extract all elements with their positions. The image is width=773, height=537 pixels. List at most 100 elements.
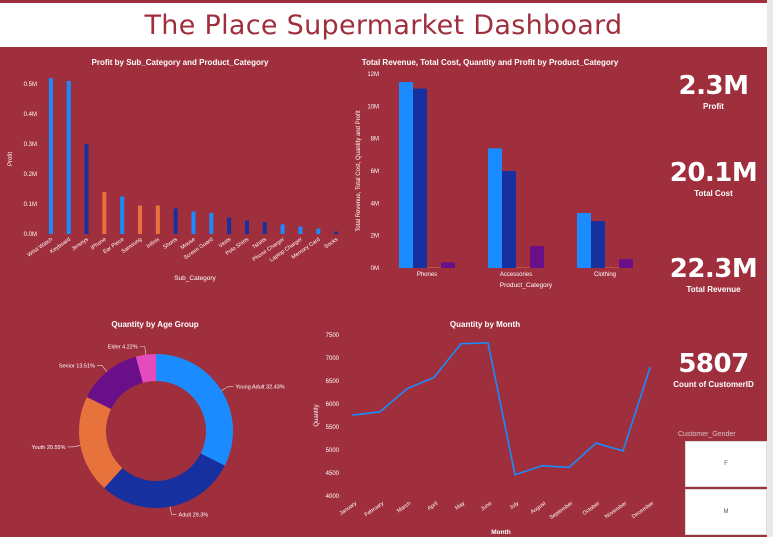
x-tick-label: Accessories xyxy=(500,272,532,278)
leader-line xyxy=(67,445,81,448)
y-tick-label: 12M xyxy=(367,72,379,78)
totals-bar xyxy=(577,213,591,268)
y-axis-label: Profit xyxy=(8,152,14,166)
x-tick-label: May xyxy=(454,501,466,512)
y-tick-label: 0.0M xyxy=(24,232,37,238)
totals-bar xyxy=(488,148,502,268)
donut-slice xyxy=(79,397,123,489)
x-tick-label: September xyxy=(549,501,575,521)
line-point xyxy=(622,450,624,452)
leader-line xyxy=(169,506,177,515)
y-tick-label: 7500 xyxy=(326,333,340,339)
profit-chart-title: Profit by Sub_Category and Product_Categ… xyxy=(91,58,269,67)
x-tick-label: Wrist Watch xyxy=(27,237,54,259)
line-point xyxy=(487,342,489,344)
x-tick-label: Jerseys xyxy=(71,237,90,253)
slicer-option-f[interactable]: F xyxy=(685,441,767,487)
x-tick-label: April xyxy=(427,501,439,512)
quantity-by-month-chart: 4000 4500 5000 5500 6000 6500 7000 7500 January F… xyxy=(314,333,655,536)
line-point xyxy=(460,342,462,345)
y-tick-label: 2M xyxy=(371,234,379,240)
slice-label: Adult 29.3% xyxy=(179,513,209,519)
profit-bar xyxy=(102,192,107,234)
totals-bar xyxy=(605,267,619,268)
profit-bar xyxy=(138,205,143,234)
profit-bar xyxy=(298,226,303,234)
totals-by-category-chart: 0M 2M 4M 6M 8M 10M 12M Phones Accessories Clothin… xyxy=(356,72,633,289)
x-tick-label: October xyxy=(582,501,602,517)
slice-label: Senior 13.51% xyxy=(59,363,95,369)
y-tick-label: 5000 xyxy=(326,448,340,454)
kpi-customer-count: 5807 Count of CustomerID xyxy=(660,350,767,389)
line-point xyxy=(541,464,543,467)
kpi-total-cost-label: Total Cost xyxy=(694,189,733,198)
line-point xyxy=(406,388,408,390)
page-title: The Place Supermarket Dashboard xyxy=(144,9,623,41)
profit-bar xyxy=(173,208,178,234)
y-tick-label: 7000 xyxy=(326,356,340,362)
right-edge xyxy=(767,0,773,537)
x-tick-label: January xyxy=(339,501,359,517)
x-axis-label: Product_Category xyxy=(500,282,553,289)
y-tick-label: 4M xyxy=(371,201,379,207)
slice-label: Youth 20.55% xyxy=(31,445,65,451)
y-tick-label: 0.1M xyxy=(24,202,37,208)
y-tick-label: 4500 xyxy=(326,471,340,477)
x-tick-label: Socks xyxy=(324,237,340,251)
line-point xyxy=(433,376,435,379)
slicer-option-m[interactable]: M xyxy=(685,489,767,535)
x-tick-label: June xyxy=(480,501,493,513)
kpi-customer-count-label: Count of CustomerID xyxy=(673,380,754,389)
profit-bar xyxy=(66,81,71,234)
donut-slice xyxy=(156,354,233,466)
x-tick-label: Shorts xyxy=(162,237,179,251)
profit-bar xyxy=(191,211,196,234)
kpi-profit: 2.3M Profit xyxy=(660,72,767,111)
leader-line xyxy=(96,365,108,372)
y-tick-label: 5500 xyxy=(326,425,340,431)
line-point xyxy=(379,411,381,413)
x-tick-label: March xyxy=(396,501,412,515)
x-tick-label: July xyxy=(509,501,521,512)
totals-bar xyxy=(413,88,427,268)
kpi-total-revenue: 22.3M Total Revenue xyxy=(660,255,767,294)
profit-bar xyxy=(155,205,160,234)
slice-label: Elder 4.22% xyxy=(108,345,138,351)
x-tick-label: Phones xyxy=(417,272,437,278)
x-tick-label: Clothing xyxy=(594,272,616,278)
profit-bar xyxy=(120,196,125,234)
y-tick-label: 0.5M xyxy=(24,82,37,88)
donut-slice xyxy=(104,453,225,509)
donut-slice xyxy=(135,354,156,383)
month-chart-title: Quantity by Month xyxy=(449,320,521,329)
y-tick-label: 10M xyxy=(367,104,379,110)
totals-bar xyxy=(516,267,530,268)
y-tick-label: 0M xyxy=(371,266,379,272)
line-point xyxy=(352,414,354,416)
quantity-by-age-chart: Young Adult 32.43% Adult 29.3% Youth 20.55… xyxy=(31,345,284,519)
y-tick-label: 6000 xyxy=(326,402,340,408)
donut-slice xyxy=(86,356,143,409)
kpi-total-cost: 20.1M Total Cost xyxy=(660,159,767,198)
x-axis-label: Month xyxy=(491,529,511,536)
x-tick-label: Infinix xyxy=(146,237,161,250)
leader-line xyxy=(221,386,234,391)
x-tick-label: Samsung xyxy=(121,237,143,255)
profit-bar xyxy=(262,222,267,234)
totals-bar xyxy=(399,82,413,268)
kpi-total-revenue-label: Total Revenue xyxy=(686,285,741,294)
profit-bar xyxy=(334,231,339,234)
y-axis-label: Quantity xyxy=(314,404,320,426)
profit-bar xyxy=(316,228,321,234)
profit-bar xyxy=(244,220,249,234)
kpi-total-cost-value: 20.1M xyxy=(669,158,758,188)
kpi-total-revenue-value: 22.3M xyxy=(669,254,758,284)
kpi-profit-value: 2.3M xyxy=(678,71,749,101)
slice-label: Young Adult 32.43% xyxy=(235,384,284,390)
line-point xyxy=(649,366,651,369)
gender-slicer-title: Customer_Gender xyxy=(678,431,736,438)
y-tick-label: 6500 xyxy=(326,379,340,385)
line-point xyxy=(514,474,516,476)
age-chart-title: Quantity by Age Group xyxy=(111,320,199,329)
